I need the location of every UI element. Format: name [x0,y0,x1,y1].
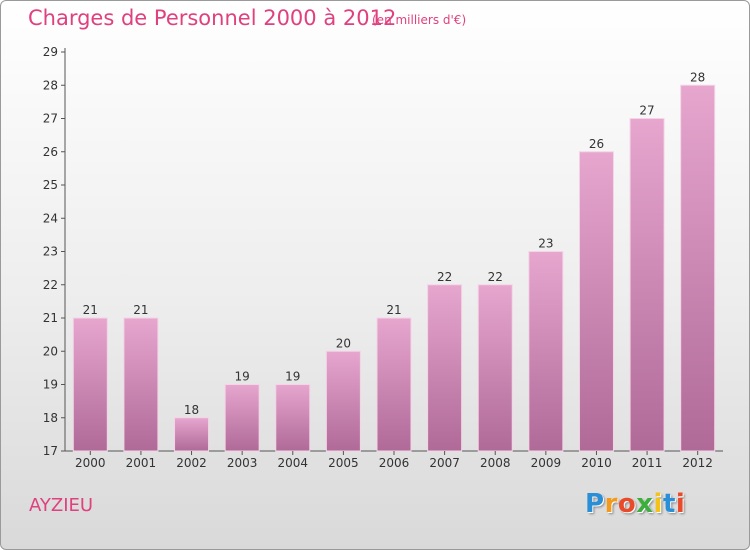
x-tick-label: 2003 [227,456,258,470]
x-tick-label: 2009 [531,456,562,470]
data-label: 19 [235,370,250,384]
bar [427,284,463,452]
x-ticks: 2000 2001 2002 2003 2004 2005 2006 2007 2008 2009… [75,451,713,470]
y-tick-label: 18 [43,411,58,425]
y-tick-label: 28 [43,78,58,92]
bar [123,317,159,452]
bar [325,350,361,452]
data-label: 22 [437,270,452,284]
bar [224,384,260,452]
data-label: 20 [336,336,351,350]
x-tick-label: 2006 [379,456,410,470]
bar [528,251,564,452]
brand-letter: i [675,489,686,519]
y-tick-label: 22 [43,278,58,292]
y-tick-label: 20 [43,344,58,358]
x-tick-label: 2008 [480,456,511,470]
data-label: 21 [133,303,148,317]
y-tick-label: 29 [43,45,58,59]
bar [72,317,108,452]
chart-unit: (en milliers d'€) [372,13,467,27]
brand-letter: x [636,489,654,519]
x-tick-label: 2005 [328,456,359,470]
brand-letter: o [617,489,637,519]
data-label: 21 [83,303,98,317]
brand-letter: r [604,489,618,519]
x-tick-label: 2011 [632,456,663,470]
data-label: 22 [488,270,503,284]
y-tick-label: 17 [43,444,58,458]
x-tick-label: 2002 [176,456,207,470]
data-label: 19 [285,370,300,384]
brand-logo: Proxiti [585,489,685,519]
data-label: 28 [690,70,705,84]
data-label: 21 [386,303,401,317]
x-tick-label: 2001 [126,456,157,470]
data-label: 18 [184,403,199,417]
y-tick-label: 19 [43,378,58,392]
brand-letter: i [653,489,663,519]
bars: 21 21 18 19 19 20 21 22 22 23 26 27 28 [72,70,716,452]
x-tick-label: 2012 [682,456,713,470]
y-tick-label: 23 [43,245,58,259]
bar [376,317,412,452]
x-tick-label: 2007 [429,456,460,470]
chart-title: Charges de Personnel 2000 à 2012 [28,6,397,30]
bar [275,384,311,452]
brand-letter: P [585,489,605,519]
y-tick-label: 26 [43,145,58,159]
y-tick-label: 27 [43,112,58,126]
y-tick-label: 25 [43,178,58,192]
bar [477,284,513,452]
bar [680,84,716,452]
data-label: 27 [639,104,654,118]
commune-name: AYZIEU [29,495,94,516]
y-tick-label: 24 [43,211,58,225]
data-label: 23 [538,237,553,251]
bar [629,118,665,452]
data-label: 26 [589,137,604,151]
bar [578,151,614,452]
x-tick-label: 2010 [581,456,612,470]
y-tick-label: 21 [43,311,58,325]
x-tick-label: 2004 [277,456,308,470]
y-ticks: 17 18 19 20 21 22 23 24 25 26 27 28 29 [43,45,65,458]
x-tick-label: 2000 [75,456,106,470]
brand-letter: t [662,489,676,519]
bar [174,417,210,452]
